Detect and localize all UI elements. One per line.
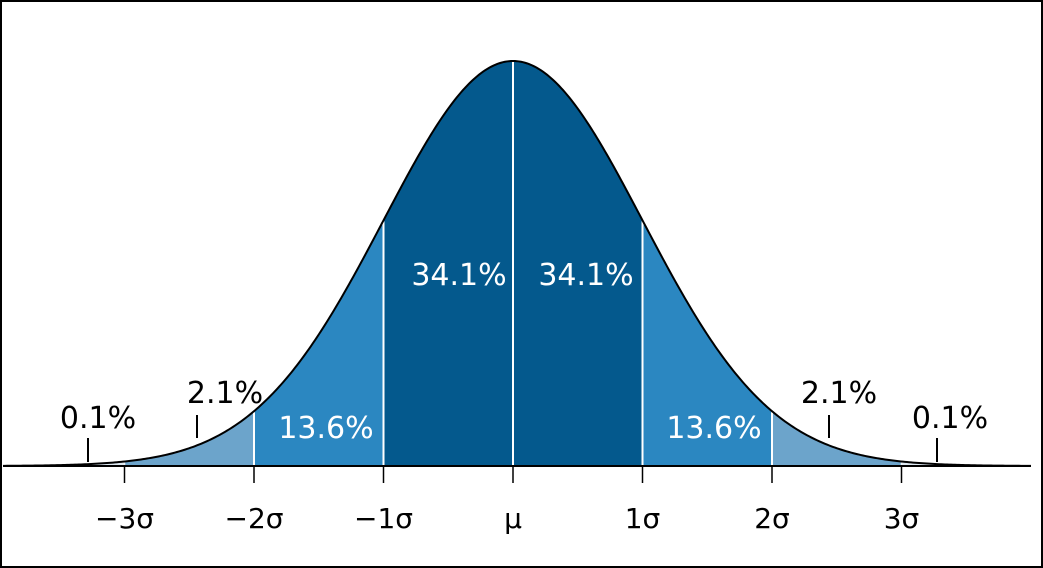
band-fill-5: [772, 411, 902, 466]
x-tick-label-0: −3σ: [95, 502, 154, 535]
x-tick-label-1: −2σ: [224, 502, 283, 535]
band-labels: 2.1% 13.6% 34.1% 34.1% 13.6% 2.1% 0.1% 0.1%: [60, 258, 988, 462]
band-fill-0: [124, 411, 254, 466]
tail-label-right: 0.1%: [912, 401, 988, 436]
band-label-4: 13.6%: [666, 411, 761, 446]
band-label-0: 2.1%: [187, 376, 263, 411]
x-tick-label-4: 1σ: [625, 502, 661, 535]
band-label-1: 13.6%: [278, 411, 373, 446]
x-tick-label-6: 3σ: [884, 502, 920, 535]
x-tick-label-3: μ: [504, 502, 522, 535]
band-label-3: 34.1%: [538, 258, 633, 293]
density-curve: [2, 59, 1031, 467]
x-tick-label-2: −1σ: [354, 502, 413, 535]
band-label-5: 2.1%: [801, 376, 877, 411]
x-tick-label-5: 2σ: [754, 502, 790, 535]
tail-fill-left: [3, 461, 125, 466]
band-label-2: 34.1%: [411, 258, 506, 293]
x-axis-ticks: −3σ −2σ −1σ μ 1σ 2σ 3σ: [95, 466, 919, 535]
tail-label-left: 0.1%: [60, 401, 136, 436]
sigma-dividers: [123, 62, 903, 466]
